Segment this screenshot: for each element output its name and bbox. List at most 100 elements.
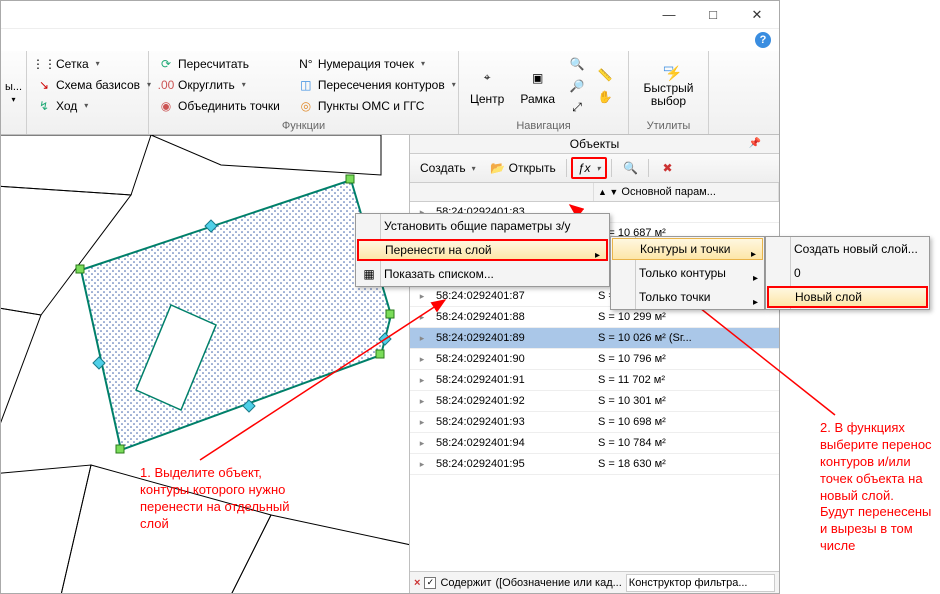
filter-expr: ([Обозначение или кад... <box>495 577 621 589</box>
group-functions-label: Функции <box>149 120 458 134</box>
zoom-out-icon: 🔎 <box>569 78 585 94</box>
table-row[interactable]: ▸58:24:0292401:95S = 18 630 м² <box>410 454 779 475</box>
grid-button[interactable]: ⋮⋮Сетка <box>31 53 156 74</box>
filter-close-icon[interactable]: × <box>414 577 420 589</box>
filter-constructor-input[interactable] <box>626 574 775 592</box>
expand-icon[interactable]: ▸ <box>410 291 434 302</box>
open-button[interactable]: 📂Открыть <box>484 157 562 179</box>
cell-param: S = 10 026 м² (Sг... <box>594 332 779 344</box>
intersect-icon: ◫ <box>298 77 314 93</box>
menu-move-to-layer[interactable]: Перенести на слой <box>357 239 608 261</box>
expand-icon[interactable]: ▸ <box>410 333 434 344</box>
table-row[interactable]: ▸58:24:0292401:90S = 10 796 м² <box>410 349 779 370</box>
frame-button[interactable]: ▣Рамка <box>513 63 562 109</box>
zoom-fit-button[interactable]: ⤢ <box>564 97 590 118</box>
close-button[interactable]: ✕ <box>735 1 779 28</box>
ruler-button[interactable]: 📏 <box>592 64 618 85</box>
hand-button[interactable]: ✋ <box>592 86 618 107</box>
cell-param: S = 10 796 м² <box>594 353 779 365</box>
filter-contains-label: Содержит <box>440 577 491 589</box>
minimize-button[interactable]: — <box>647 1 691 28</box>
quick-select-icon: ▭⚡ <box>657 56 681 80</box>
list-icon: ▦ <box>360 267 378 281</box>
submenu-layer-0[interactable]: 0 <box>766 261 929 285</box>
cell-param: S = 10 299 м² <box>594 311 779 323</box>
cell-param: S = 18 630 м² <box>594 458 779 470</box>
cell-param: S = 10 301 м² <box>594 395 779 407</box>
round-icon: .00 <box>158 77 174 93</box>
pin-icon[interactable]: 📌 <box>749 138 761 149</box>
cell-id: 58:24:0292401:90 <box>434 353 594 365</box>
fx-button[interactable]: ƒx <box>571 157 608 179</box>
cell-id: 58:24:0292401:94 <box>434 437 594 449</box>
create-button[interactable]: Создать <box>414 157 482 179</box>
menu-set-common-params[interactable]: Установить общие параметры з/у <box>356 214 609 238</box>
filter-checkbox[interactable]: ✓ <box>424 577 436 589</box>
delete-button[interactable]: ✖ <box>653 157 681 179</box>
zoom-out-button[interactable]: 🔎 <box>564 75 590 96</box>
cell-param: S = 10 784 м² <box>594 437 779 449</box>
cell-id: 58:24:0292401:95 <box>434 458 594 470</box>
cell-id: 58:24:0292401:92 <box>434 395 594 407</box>
cell-id: 58:24:0292401:87 <box>434 290 594 302</box>
zoom-in-icon: 🔍 <box>569 56 585 72</box>
submenu-new-layer[interactable]: Новый слой <box>767 286 928 308</box>
panel-title: Объекты📌 <box>410 135 779 154</box>
table-row[interactable]: ▸58:24:0292401:93S = 10 698 м² <box>410 412 779 433</box>
help-icon[interactable]: ? <box>755 32 771 48</box>
table-row[interactable]: ▸58:24:0292401:89S = 10 026 м² (Sг... <box>410 328 779 349</box>
table-row[interactable]: ▸58:24:0292401:91S = 11 702 м² <box>410 370 779 391</box>
col-main-param[interactable]: Основной парам... <box>621 186 716 198</box>
submenu-create-new-layer[interactable]: Создать новый слой... <box>766 237 929 261</box>
geodetic-points-button[interactable]: ◎Пункты ОМС и ГГС <box>293 95 461 116</box>
basis-scheme-button[interactable]: ↘Схема базисов <box>31 74 156 95</box>
recalc-icon: ⟳ <box>158 56 174 72</box>
expand-icon[interactable]: ▸ <box>410 354 434 365</box>
cell-id: 58:24:0292401:89 <box>434 332 594 344</box>
quick-select-button[interactable]: ▭⚡ Быстрый выбор <box>633 53 704 111</box>
grid-icon: ⋮⋮ <box>36 56 52 72</box>
expand-icon[interactable]: ▸ <box>410 396 434 407</box>
folder-icon: 📂 <box>490 160 506 176</box>
find-button[interactable]: 🔍 <box>616 157 644 179</box>
point-numbering-button[interactable]: N°Нумерация точек <box>293 53 461 74</box>
table-row[interactable]: ▸58:24:0292401:94S = 10 784 м² <box>410 433 779 454</box>
group-nav-label: Навигация <box>459 120 628 134</box>
table-row[interactable]: ▸58:24:0292401:92S = 10 301 м² <box>410 391 779 412</box>
merge-icon: ◉ <box>158 98 174 114</box>
expand-icon[interactable]: ▸ <box>410 375 434 386</box>
submenu-contours-and-points[interactable]: Контуры и точки <box>612 238 763 260</box>
target-icon: ⌖ <box>475 66 499 90</box>
frame-icon: ▣ <box>526 66 550 90</box>
cell-id: 58:24:0292401:91 <box>434 374 594 386</box>
maximize-button[interactable]: □ <box>691 1 735 28</box>
hand-icon: ✋ <box>597 89 613 105</box>
pin-icon: ◎ <box>298 98 314 114</box>
zoom-in-button[interactable]: 🔍 <box>564 53 590 74</box>
annotation-1: 1. Выделите объект, контуры которого нуж… <box>140 465 350 533</box>
submenu-only-contours[interactable]: Только контуры <box>611 261 764 285</box>
expand-icon[interactable]: ▸ <box>410 417 434 428</box>
ruler-icon: 📏 <box>597 67 613 83</box>
expand-icon[interactable]: ▸ <box>410 459 434 470</box>
cell-id: 58:24:0292401:93 <box>434 416 594 428</box>
zoom-fit-icon: ⤢ <box>569 100 585 116</box>
expand-icon[interactable]: ▸ <box>410 312 434 323</box>
cell-param: S = 11 702 м² <box>594 374 779 386</box>
group-utils-label: Утилиты <box>629 120 708 134</box>
menu-show-as-list[interactable]: ▦Показать списком... <box>356 262 609 286</box>
path-icon: ↯ <box>36 98 52 114</box>
line-icon: ↘ <box>36 77 52 93</box>
traverse-button[interactable]: ↯Ход <box>31 95 156 116</box>
center-button[interactable]: ⌖Центр <box>463 63 511 109</box>
contour-intersect-button[interactable]: ◫Пересечения контуров <box>293 74 461 95</box>
table-row[interactable]: ▸58:24:0292401:88S = 10 299 м² <box>410 307 779 328</box>
recalc-button[interactable]: ⟳Пересчитать <box>153 53 285 74</box>
round-button[interactable]: .00Округлить <box>153 74 285 95</box>
expand-icon[interactable]: ▸ <box>410 438 434 449</box>
cell-id: 58:24:0292401:88 <box>434 311 594 323</box>
annotation-2: 2. В функциях выберите перенос контуров … <box>820 420 940 555</box>
merge-points-button[interactable]: ◉Объединить точки <box>153 95 285 116</box>
edge-label: ы... <box>5 81 22 93</box>
submenu-only-points[interactable]: Только точки <box>611 285 764 309</box>
